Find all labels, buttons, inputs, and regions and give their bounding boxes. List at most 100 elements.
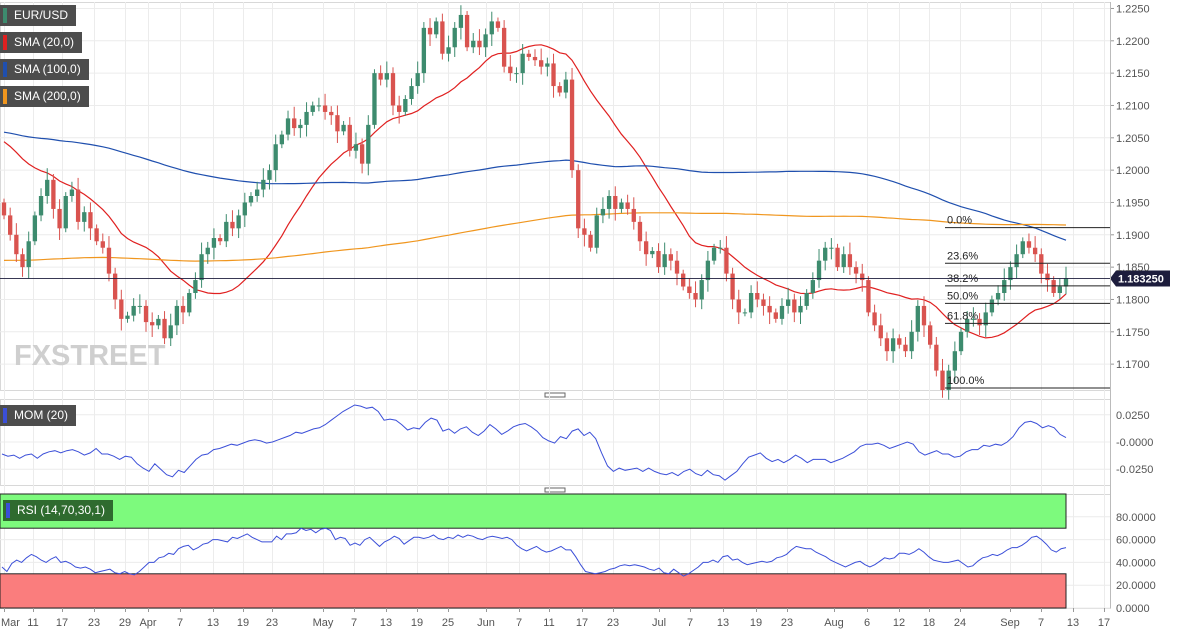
x-tick-label-2: 17	[56, 617, 68, 629]
legend-eurusd-label: EUR/USD	[14, 8, 69, 22]
candle-body-140	[866, 280, 871, 313]
candle-body-79	[489, 21, 494, 35]
swatch-eurusd	[3, 8, 7, 23]
candle-body-170	[1051, 280, 1056, 293]
swatch-sma100	[3, 62, 7, 77]
candle-body-34	[211, 238, 217, 248]
candle-body-104	[643, 241, 649, 255]
legend-rsi: RSI (14,70,30,1)	[3, 500, 114, 521]
candle-body-71	[440, 21, 445, 54]
candle-body-28	[174, 305, 180, 326]
price-tick-label-5: 1.1950	[1116, 197, 1150, 209]
fib-level-label-5: 100.0%	[947, 375, 985, 387]
x-tick-label-33: 17	[1098, 617, 1110, 629]
x-tick-label-25: Aug	[824, 617, 844, 629]
candle-body-52	[322, 105, 328, 112]
candle-body-72	[446, 47, 451, 54]
candle-body-51	[316, 105, 322, 107]
candle-body-135	[835, 247, 840, 268]
candle-body-70	[434, 21, 439, 35]
x-tick-label-3: 23	[88, 617, 100, 629]
candle-body-1	[8, 215, 13, 235]
candle-body-33	[205, 247, 210, 255]
candle-body-14	[88, 212, 93, 229]
candle-body-82	[508, 66, 513, 74]
x-tick-label-30: Sep	[1000, 617, 1020, 629]
legend-sma100-label: SMA (100,0)	[14, 62, 81, 76]
candle-body-4	[26, 241, 31, 268]
candle-body-120	[742, 312, 748, 314]
candle-body-15	[94, 228, 99, 242]
legend-sma20-label: SMA (20,0)	[14, 35, 75, 49]
candle-body-127	[785, 299, 791, 306]
legend-eurusd: EUR/USD	[0, 5, 77, 26]
candle-body-98	[606, 196, 612, 209]
x-tick-label-21: 7	[687, 617, 693, 629]
candle-body-136	[841, 254, 846, 268]
candle-body-55	[341, 124, 346, 132]
x-tick-label-14: 25	[442, 617, 454, 629]
legend-rsi-label: RSI (14,70,30,1)	[17, 503, 106, 517]
rsi-line	[1, 527, 1067, 577]
x-tick-label-20: Jul	[652, 617, 666, 629]
candle-body-124	[767, 305, 772, 313]
swatch-mom	[3, 408, 7, 423]
sma200-line	[3, 212, 1067, 262]
candle-body-63	[390, 73, 396, 106]
candle-body-80	[495, 21, 501, 28]
candle-body-169	[1045, 273, 1050, 281]
candle-body-137	[847, 254, 853, 268]
price-tick-label-4: 1.1900	[1116, 230, 1150, 242]
candle-body-17	[106, 247, 112, 274]
candle-body-155	[958, 331, 964, 352]
candle-body-29	[180, 305, 186, 313]
price-tick-label-10: 1.2200	[1116, 36, 1150, 48]
candle-body-11	[69, 189, 75, 196]
candle-body-122	[755, 293, 760, 300]
candle-body-3	[20, 254, 25, 268]
candle-body-62	[384, 73, 389, 80]
price-tick-label-1: 1.1750	[1116, 327, 1150, 339]
candle-body-151	[934, 344, 939, 371]
candle-body-74	[458, 14, 464, 28]
mom-tick-label-2: -0.0250	[1116, 464, 1153, 476]
price-tick-label-2: 1.1800	[1116, 294, 1150, 306]
candle-body-121	[748, 293, 754, 313]
x-tick-label-19: 23	[607, 617, 619, 629]
candle-body-132	[816, 260, 822, 281]
candle-body-160	[989, 299, 995, 313]
x-tick-label-9: 23	[266, 617, 278, 629]
x-tick-label-29: 24	[954, 617, 966, 629]
candle-body-134	[829, 247, 834, 249]
candle-body-21	[131, 305, 136, 316]
candle-body-86	[532, 56, 538, 61]
candle-body-10	[63, 196, 68, 229]
candle-body-2	[14, 234, 19, 255]
legend-sma100: SMA (100,0)	[0, 59, 89, 80]
x-tick-label-7: 13	[207, 617, 219, 629]
candle-body-24	[150, 322, 155, 326]
candle-body-83	[514, 73, 519, 75]
candle-body-41	[254, 189, 260, 196]
candle-body-12	[75, 189, 81, 222]
x-tick-label-13: 19	[411, 617, 423, 629]
rsi-tick-label-2: 40.0000	[1116, 557, 1156, 569]
candle-body-106	[656, 250, 661, 268]
x-tick-label-24: 23	[781, 617, 793, 629]
fib-level-label-3: 50.0%	[947, 290, 978, 302]
mom-tick-label-0: 0.0250	[1116, 410, 1150, 422]
candle-body-103	[637, 221, 643, 242]
candle-body-18	[112, 273, 118, 300]
candle-body-96	[594, 215, 599, 248]
candle-body-148	[915, 305, 920, 332]
fib-level-label-2: 38.2%	[947, 273, 978, 285]
candle-body-58	[359, 144, 365, 164]
candle-body-117	[724, 247, 729, 274]
x-tick-label-8: 19	[237, 617, 249, 629]
candle-body-145	[897, 338, 902, 345]
candle-body-67	[415, 73, 420, 87]
candle-body-75	[464, 14, 470, 48]
candle-body-25	[156, 318, 161, 326]
mom-tick-label-1: -0.0000	[1116, 437, 1153, 449]
candle-body-152	[940, 370, 945, 390]
